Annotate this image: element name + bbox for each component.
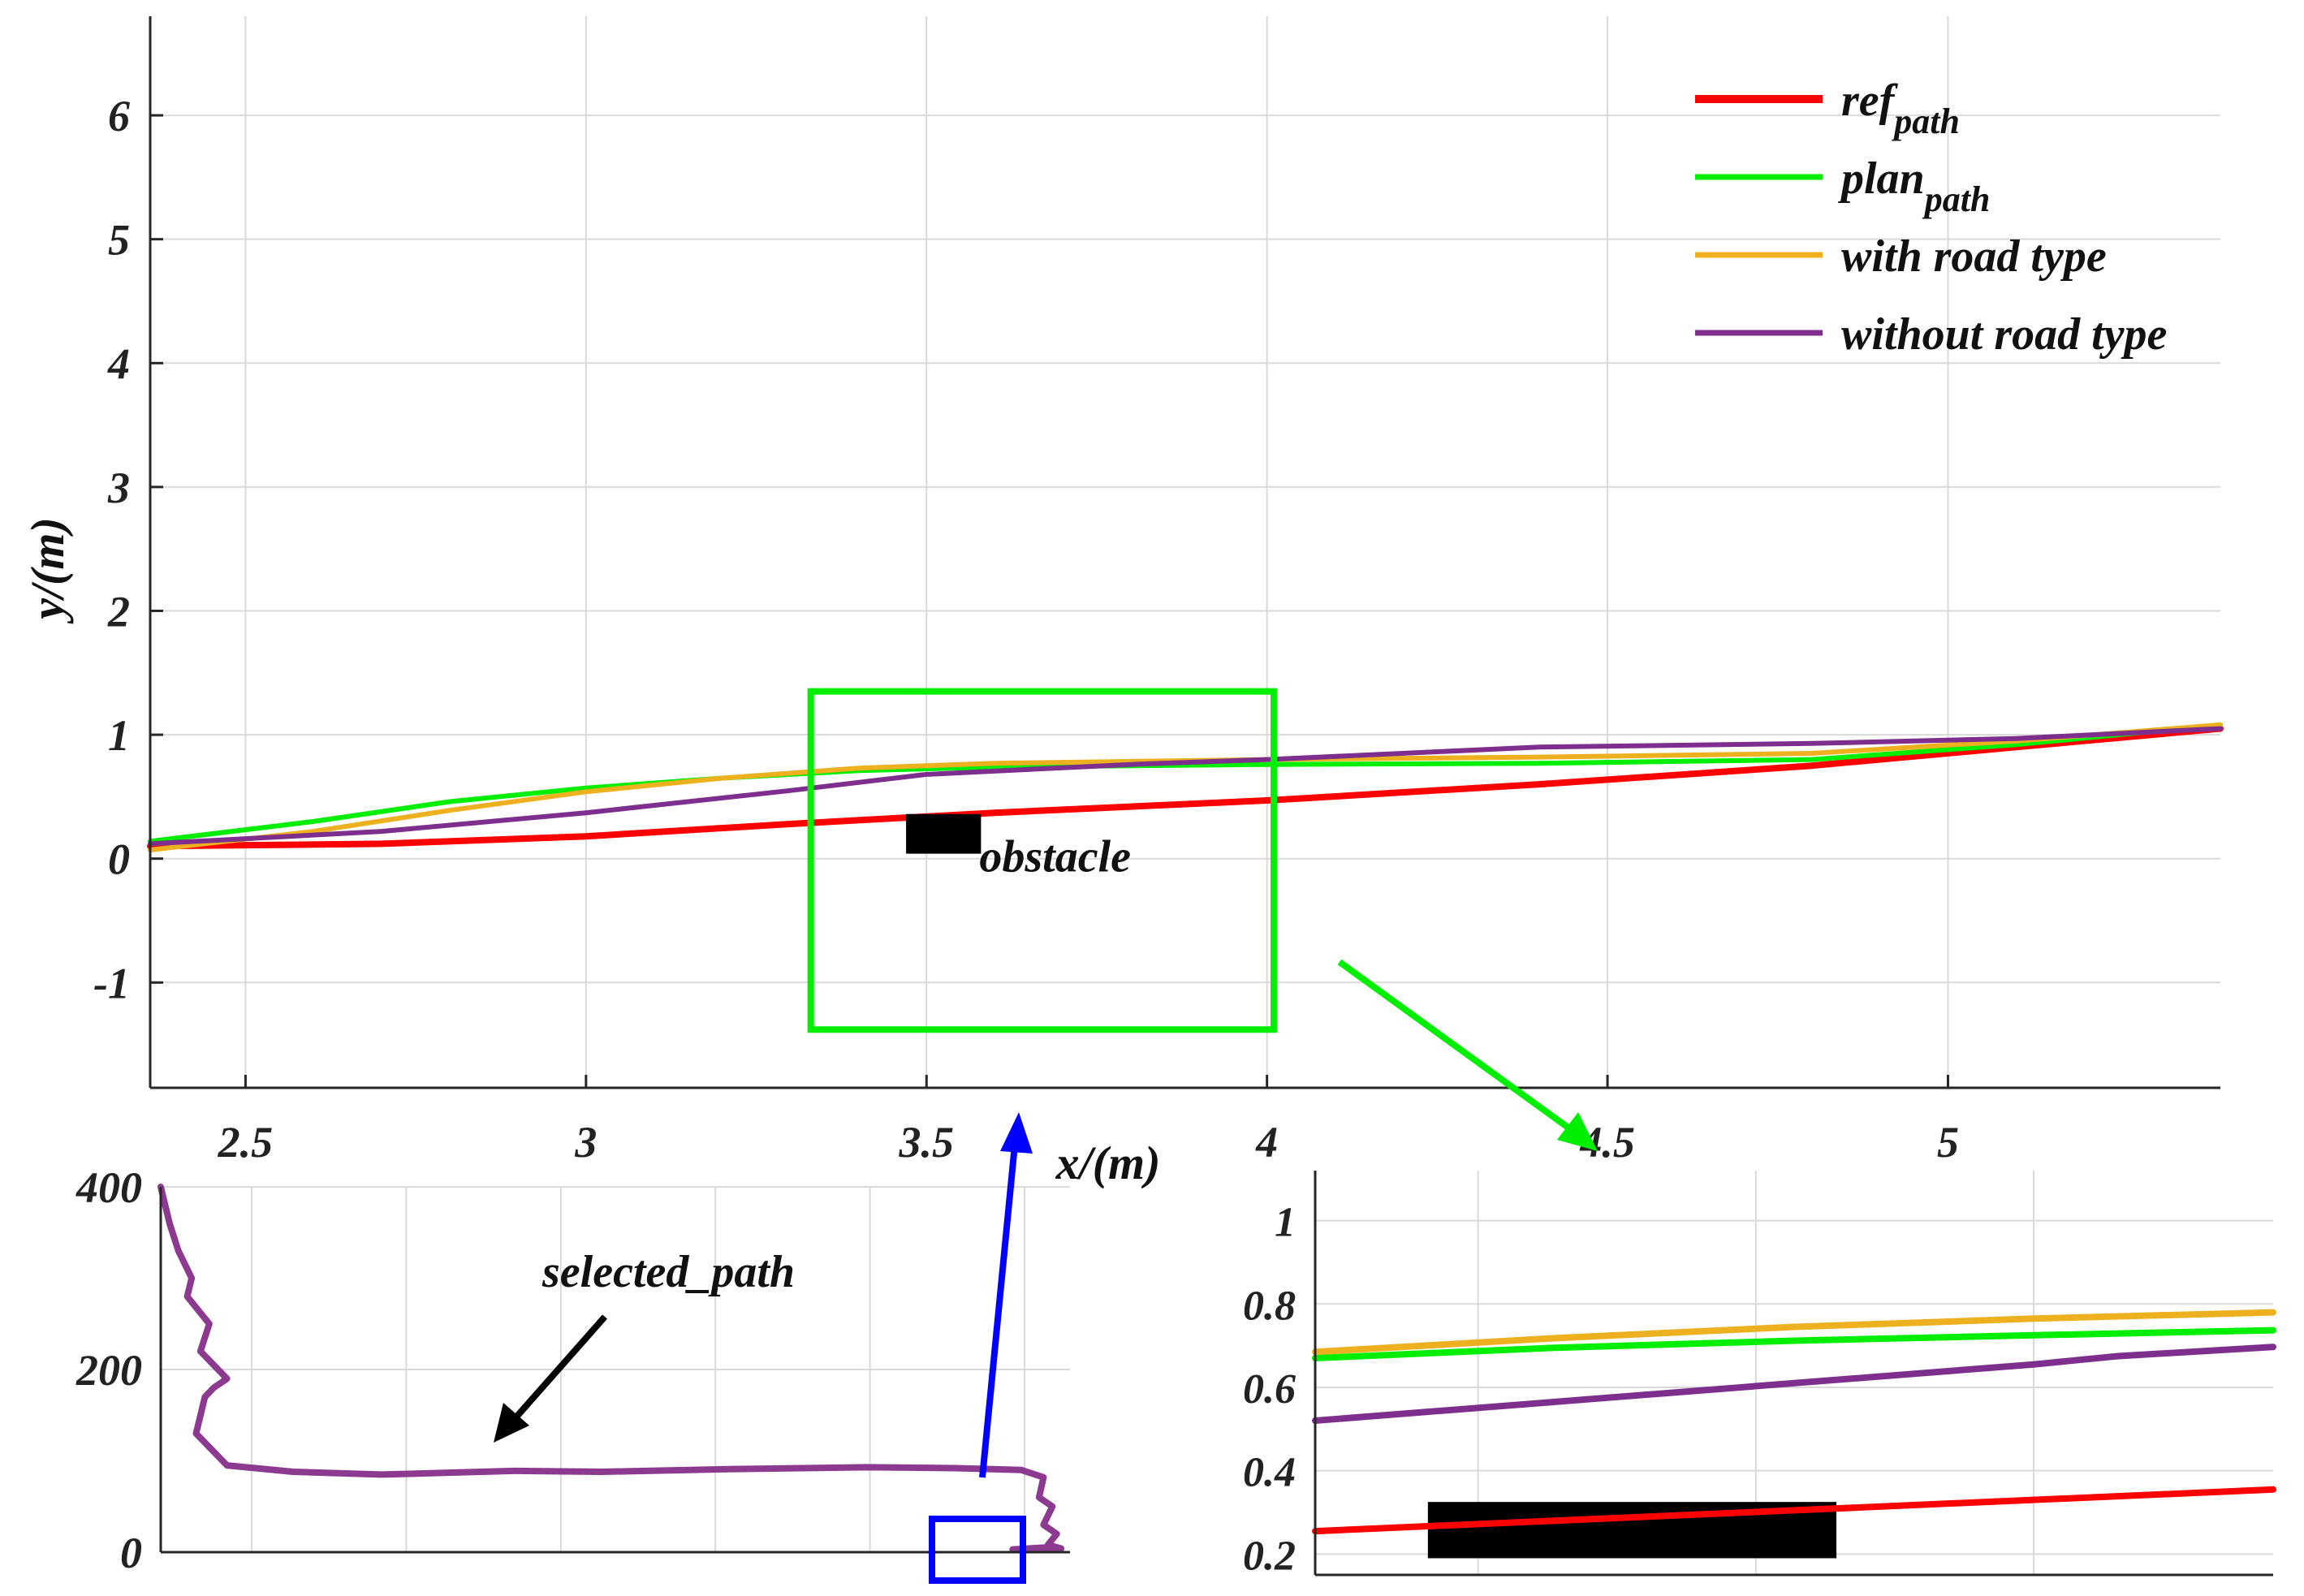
inset-zoom-y-tick-label-4: 1 xyxy=(1275,1200,1296,1246)
main-annotations: obstacle xyxy=(807,688,1278,1033)
blue-connector-arrow-line xyxy=(979,1144,1018,1478)
blue-connector-arrow-head xyxy=(1000,1112,1033,1154)
main-axes xyxy=(149,16,2220,1089)
main-y-tick-label-1: 0 xyxy=(108,835,130,884)
main-x-tick-label-0: 2.5 xyxy=(218,1118,274,1167)
series-line-1 xyxy=(148,722,2223,844)
main-x-tick-label-1: 3 xyxy=(574,1118,597,1167)
main-grid xyxy=(150,16,2220,1088)
inset-zoom-plot: 0.2 0.4 0.6 0.8 1 xyxy=(1243,1171,2276,1580)
inset-left-y-tick-labels: 0 200 400 xyxy=(76,1163,142,1577)
main-series xyxy=(147,722,2224,852)
inset-left-y-tick-label-0: 0 xyxy=(120,1529,142,1577)
inset-left-y-tick-label-1: 200 xyxy=(76,1346,142,1395)
main-x-tick-labels: 2.5 3 3.5 4 4.5 5 xyxy=(218,1118,1959,1167)
inset-left-series xyxy=(157,1184,1065,1553)
main-y-tick-label-5: 4 xyxy=(107,339,130,388)
connector-arrows xyxy=(979,959,1598,1478)
series-line-3 xyxy=(148,726,2223,847)
inset-zoom-y-tick-label-1: 0.4 xyxy=(1243,1450,1296,1496)
inset-zoom-y-tick-label-3: 0.8 xyxy=(1243,1283,1296,1329)
inset-zoom-series-line-1 xyxy=(1312,1326,2276,1361)
selected-path-arrow-head xyxy=(494,1403,529,1443)
inset-zoom-y-tick-labels: 0.2 0.4 0.6 0.8 1 xyxy=(1243,1200,1296,1580)
inset-zoom-y-tick-label-2: 0.6 xyxy=(1243,1366,1296,1413)
selected-path-label: selected_path xyxy=(541,1247,795,1297)
inset-zoom-series xyxy=(1312,1309,2276,1535)
main-x-tick-label-5: 5 xyxy=(1937,1118,1959,1167)
main-y-tick-label-2: 1 xyxy=(108,711,130,760)
main-y-tick-label-3: 2 xyxy=(107,587,130,636)
inset-left-series-line-0 xyxy=(157,1184,1065,1553)
inset-zoom-series-line-2 xyxy=(1312,1309,2276,1356)
inset-zoom-series-line-0 xyxy=(1312,1486,2276,1535)
main-y-tick-label-6: 5 xyxy=(108,216,130,265)
series-line-2 xyxy=(148,722,2223,852)
obstacle-marker xyxy=(906,813,982,854)
inset-left-annotations: selected_path xyxy=(494,1247,1026,1584)
green-connector-arrow-line xyxy=(1337,959,1577,1136)
selected-path-arrow-line xyxy=(511,1314,607,1423)
obstacle-label: obstacle xyxy=(979,832,1131,882)
zoom-region-box xyxy=(807,688,1278,1033)
main-y-tick-labels: -1 0 1 2 3 4 5 6 xyxy=(93,92,130,1007)
main-x-tick-label-2: 3.5 xyxy=(899,1118,955,1167)
inset-left-y-tick-label-2: 400 xyxy=(76,1163,142,1212)
green-connector-arrow-head xyxy=(1557,1112,1598,1151)
legend-label-subscript-0: path xyxy=(1891,101,1960,141)
y-axis-label: y/(m) xyxy=(21,517,74,624)
series-line-0 xyxy=(147,725,2224,850)
inset-zoom-axes xyxy=(1314,1171,2273,1577)
main-x-tick-label-3: 4 xyxy=(1255,1118,1278,1167)
legend-label-3: without road type xyxy=(1841,309,2167,360)
x-axis-label: x/(m) xyxy=(1055,1137,1161,1189)
main-y-tick-label-0: -1 xyxy=(93,959,130,1007)
legend-label-subscript-1: path xyxy=(1922,179,1991,219)
inset-selected-path-plot: 0 200 400 selected_path xyxy=(76,1163,1070,1584)
highlight-box xyxy=(929,1516,1026,1584)
legend-label-2: with road type xyxy=(1841,231,2107,282)
main-y-tick-label-4: 3 xyxy=(107,464,130,512)
main-y-tick-label-7: 6 xyxy=(108,92,130,140)
inset-zoom-series-line-3 xyxy=(1312,1344,2276,1424)
inset-left-axes xyxy=(159,1187,1070,1554)
inset-zoom-y-tick-label-0: 0.2 xyxy=(1243,1533,1296,1579)
